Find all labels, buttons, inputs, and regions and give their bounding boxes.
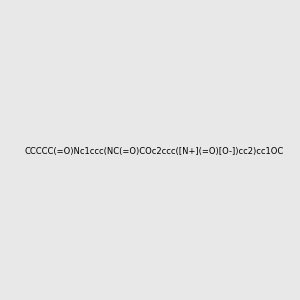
- Text: CCCCC(=O)Nc1ccc(NC(=O)COc2ccc([N+](=O)[O-])cc2)cc1OC: CCCCC(=O)Nc1ccc(NC(=O)COc2ccc([N+](=O)[O…: [24, 147, 284, 156]
